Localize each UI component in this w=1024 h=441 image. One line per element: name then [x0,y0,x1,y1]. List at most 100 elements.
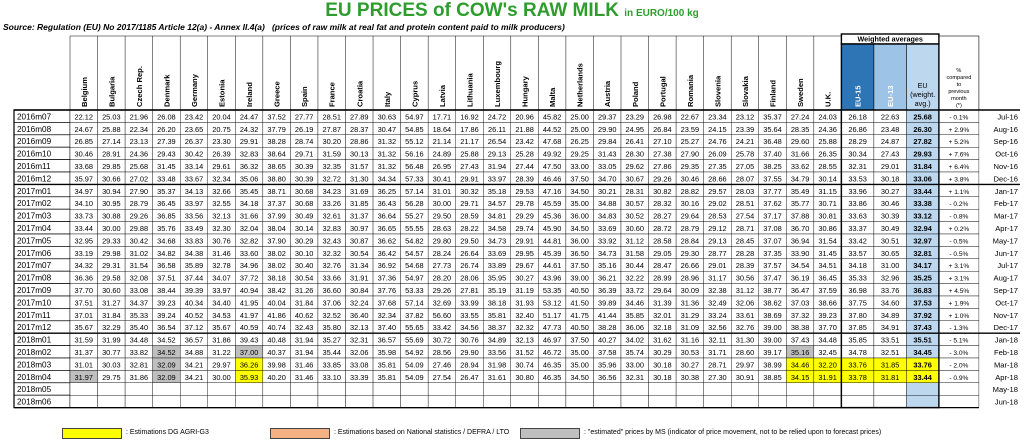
cell-value: 29.91 [240,137,259,146]
table-cell [317,395,346,408]
cell-value: 31.86 [130,373,149,382]
cell-value: 35.98 [378,348,397,357]
period-label: 2017m07 [17,261,52,270]
cell-value: 31.37 [75,348,94,357]
cell-value: 32.66 [212,187,231,196]
cell-value: 34.32 [75,261,94,270]
cell-value: 31.12 [736,286,755,295]
cell-value: 54.82 [405,236,424,245]
cell-value: 30.51 [881,236,900,245]
cell-value: 27.77 [295,112,314,121]
cell-value: 24.87 [881,137,900,146]
cell-value: 29.35 [681,162,700,171]
cell-value: 31.66 [791,150,810,159]
cell-value: 29.26 [433,286,452,295]
cell-value: 27.05 [736,162,755,171]
cell-value: 31.52 [515,348,534,357]
country-header: Germany [190,73,199,107]
cell-value: 33.49 [185,224,204,233]
cell-value: 31.81 [881,373,900,382]
cell-value: 37.07 [763,236,782,245]
cell-value: 30.09 [681,286,700,295]
cell-value: 29.43 [157,150,176,159]
table-cell [731,382,759,396]
cell-value: 34.48 [130,336,149,345]
table-cell [648,382,677,396]
cell-value: 40.50 [570,286,589,295]
cell-value: 32.51 [881,348,900,357]
country-header: Portugal [658,76,667,107]
cell-value: 55.12 [405,137,424,146]
cell-value: 49.92 [543,150,562,159]
cell-value: 32.13 [350,323,369,332]
cell-value: 31.30 [736,336,755,345]
weighted-averages-header: Weighted averages [857,35,922,44]
cell-value: 31.99 [102,336,121,345]
country-header: Lithuania [465,72,474,107]
cell-value: 23.42 [515,137,534,146]
cell-value: 22.63 [881,112,900,121]
period-label: 2017m04 [17,224,52,233]
cell-value: 47.68 [543,137,562,146]
country-header: Slovakia [741,75,750,107]
cell-value: 30.14 [295,224,314,233]
table-cell [813,395,842,408]
cell-value: 29.91 [460,174,479,183]
cell-value: 31.54 [818,236,837,245]
cell-value: 45.82 [543,112,562,121]
cell-value: 34.68 [157,236,176,245]
period-label: 2017m01 [17,187,52,196]
period-label: 2018m05 [17,385,52,394]
cell-value: 34.89 [488,336,507,345]
cell-value: 34.07 [212,274,231,283]
table-cell [235,395,264,408]
cell-value: 31.58 [626,249,645,258]
cell-value: 34.48 [818,336,837,345]
cell-value: 36.48 [763,137,782,146]
cell-value: 31.71 [708,348,727,357]
cell-value: 30.20 [322,137,341,146]
cell-value: 40.48 [267,336,286,345]
cell-value: 40.20 [267,373,286,382]
cell-value: 34.54 [791,261,810,270]
cell-value: 33.38 [913,199,932,208]
cell-value: 29.50 [460,236,479,245]
cell-value: 26.25 [570,137,589,146]
table-cell [906,382,940,396]
cell-value: 27.44 [515,162,534,171]
cell-value: 39.43 [240,336,259,345]
cell-value: 30.27 [881,187,900,196]
month-label: Aug-17 [994,274,1019,283]
cell-value: 37.03 [791,298,810,307]
cell-value: 39.00 [763,336,782,345]
cell-value: 39.24 [157,311,176,320]
country-header: Sweden [796,78,805,107]
country-header: Netherlands [576,63,585,107]
table-cell [813,382,842,396]
cell-value: 33.61 [736,311,755,320]
cell-value: 37.17 [763,212,782,221]
cell-value: 31.66 [240,212,259,221]
cell-value: 28.79 [130,199,149,208]
cell-value: 29.90 [460,348,479,357]
table-cell [290,395,319,408]
cell-value: 31.15 [818,187,837,196]
cell-value: 33.69 [598,224,617,233]
cell-value: 39.00 [570,274,589,283]
cell-value: 39.23 [818,311,837,320]
cell-value: 33.60 [240,249,259,258]
cell-value: 32.04 [240,224,259,233]
cell-value: 30.00 [102,224,121,233]
cell-value: 37.47 [763,274,782,283]
cell-value: 45.39 [543,249,562,258]
cell-value: 30.87 [350,236,369,245]
cell-value: 33.42 [433,323,452,332]
cell-value: 24.32 [240,125,259,134]
cell-value: 31.94 [295,336,314,345]
cell-value: 37.80 [848,311,867,320]
cell-value: 25.27 [681,137,700,146]
cell-value: 57.14 [405,187,424,196]
cell-value: 33.62 [791,162,810,171]
cell-value: 30.95 [102,199,121,208]
month-label: Jun-17 [995,249,1018,258]
